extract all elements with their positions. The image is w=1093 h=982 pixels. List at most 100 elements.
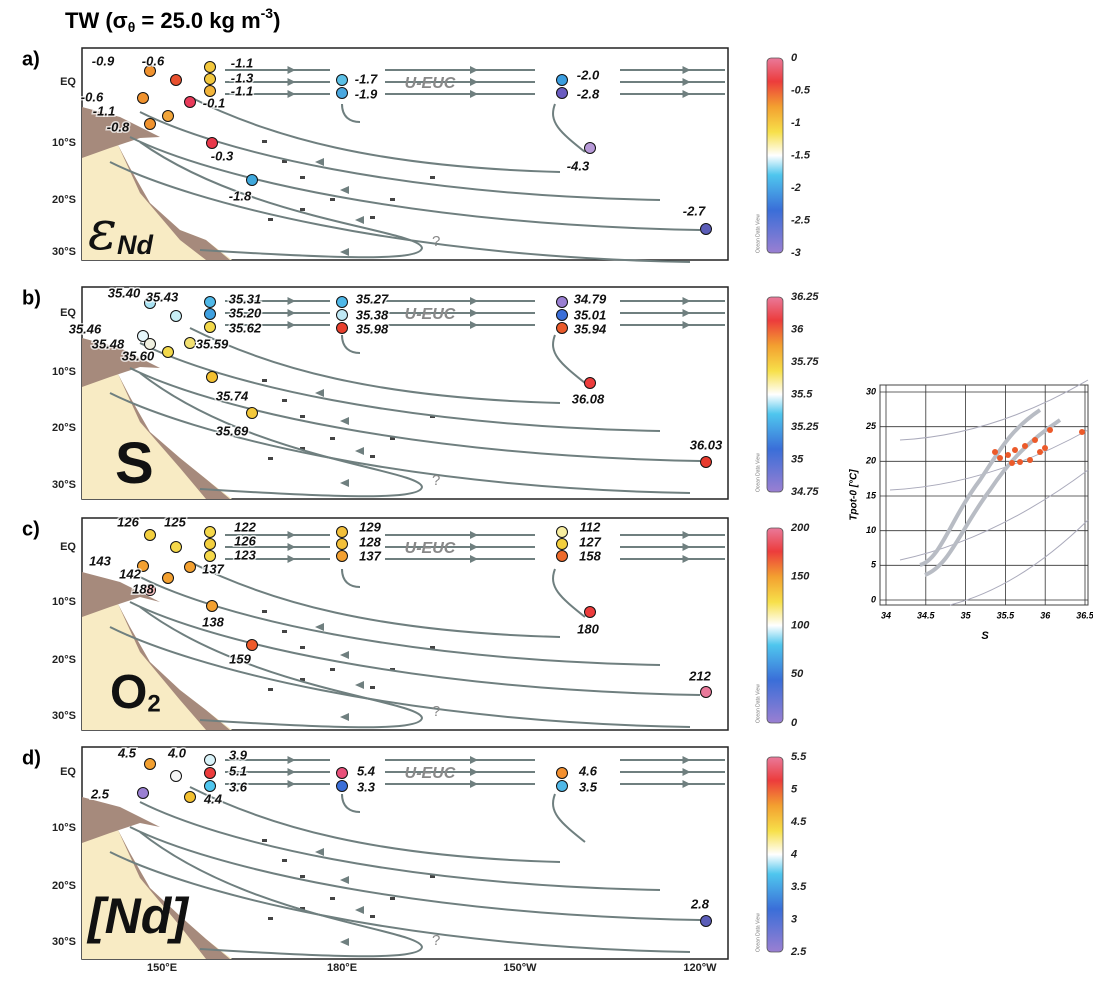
station-value: -1.9	[355, 86, 378, 101]
colorbar-tick: 5.5	[791, 751, 807, 763]
flow-arrow	[340, 186, 349, 194]
station-value: -1.1	[231, 55, 253, 70]
station-dot	[184, 791, 196, 803]
flow-arrow	[682, 768, 691, 776]
station-dot	[336, 322, 348, 334]
flow-curve	[341, 793, 361, 813]
flow-curve	[129, 601, 701, 696]
flow-arrow	[470, 321, 478, 329]
lat-label: EQ	[60, 766, 76, 778]
unknown-marker: ?	[432, 472, 440, 489]
station-dot	[204, 538, 216, 550]
ts-sample	[1079, 429, 1085, 435]
station-dot	[144, 584, 156, 596]
station-value: 3.5	[579, 779, 598, 794]
colorbar-tick: 35.75	[791, 356, 819, 368]
station-value: 35.46	[69, 321, 102, 336]
colorbar-tick: 200	[790, 522, 810, 534]
flow-arrow	[682, 756, 691, 764]
lat-label: 10°S	[52, 137, 76, 149]
flow-arrow	[287, 780, 296, 788]
flow-curve	[139, 801, 661, 891]
ts-x-tick: 34.5	[917, 610, 936, 620]
station-dot	[246, 174, 258, 186]
ts-sample	[1037, 449, 1043, 455]
station-value: 35.31	[229, 291, 262, 306]
station-value: -1.3	[231, 70, 254, 85]
station-value: 180	[577, 621, 599, 636]
ts-x-tick: 36	[1040, 610, 1051, 620]
flow-arrow	[287, 90, 296, 98]
station-value: 35.98	[356, 321, 389, 336]
lat-label: 10°S	[52, 596, 76, 608]
lon-label: 180°E	[327, 962, 357, 974]
panel-label: b)	[22, 287, 41, 309]
station-dot	[556, 87, 568, 99]
station-dot	[137, 560, 149, 572]
flow-curve	[552, 568, 586, 618]
variable-part: O	[110, 666, 147, 719]
australia	[82, 604, 232, 730]
map-frame	[81, 746, 729, 960]
station-dot	[204, 780, 216, 792]
station-dot	[204, 767, 216, 779]
island	[262, 839, 267, 842]
station-dot	[170, 541, 182, 553]
colorbar-tick: -1	[791, 117, 801, 129]
ts-sample	[1012, 447, 1018, 453]
ts-sample	[1017, 459, 1023, 465]
station-value: 5.1	[229, 763, 247, 778]
station-value: 35.62	[229, 320, 262, 335]
island	[390, 437, 395, 440]
flow-arrow	[287, 309, 296, 317]
flow-curve	[189, 561, 561, 638]
station-dot	[170, 74, 182, 86]
station-value: 3.3	[357, 779, 376, 794]
island	[300, 907, 305, 910]
panel-variable: S	[115, 431, 154, 496]
flow-curve	[139, 831, 424, 958]
flow-curve	[129, 136, 701, 231]
flow-arrow	[315, 389, 324, 397]
station-dot	[144, 758, 156, 770]
station-value: -4.3	[567, 158, 590, 173]
colorbar-tick: 36.25	[791, 291, 819, 303]
station-dot	[162, 346, 174, 358]
flow-curve	[189, 96, 561, 173]
station-dot	[204, 73, 216, 85]
station-dot	[336, 526, 348, 538]
station-dot	[336, 767, 348, 779]
colorbar-tick: 4	[790, 848, 797, 860]
flow-arrow	[470, 543, 478, 551]
colorbar-tick: -3	[791, 247, 801, 259]
station-value: 142	[119, 566, 141, 581]
island	[300, 208, 305, 211]
lat-label: 30°S	[52, 246, 76, 258]
station-value: 35.38	[356, 307, 389, 322]
ts-sample	[1042, 445, 1048, 451]
station-dot	[206, 371, 218, 383]
ts-sample	[1022, 443, 1028, 449]
flow-curve	[189, 327, 561, 404]
station-value: 188	[132, 581, 154, 596]
flow-arrow	[470, 531, 478, 539]
station-dot	[204, 550, 216, 562]
station-value: 4.4	[203, 791, 223, 806]
ts-y-tick: 25	[865, 421, 877, 431]
station-value: 4.6	[578, 763, 598, 778]
station-value: 123	[234, 547, 256, 562]
flow-arrow	[470, 768, 478, 776]
lat-label: 20°S	[52, 422, 76, 434]
current-label: U-EUC	[405, 306, 456, 323]
station-dot	[162, 110, 174, 122]
title-part: )	[273, 8, 280, 33]
flow-curve	[189, 786, 561, 863]
title-sub: θ	[128, 19, 136, 35]
panel-variable: [Nd]	[86, 888, 190, 944]
station-dot	[556, 322, 568, 334]
ts-sample	[992, 449, 998, 455]
flow-arrow	[682, 66, 691, 74]
flow-arrow	[470, 78, 478, 86]
ts-isopycnal	[889, 429, 1089, 491]
flow-arrow	[682, 531, 691, 539]
